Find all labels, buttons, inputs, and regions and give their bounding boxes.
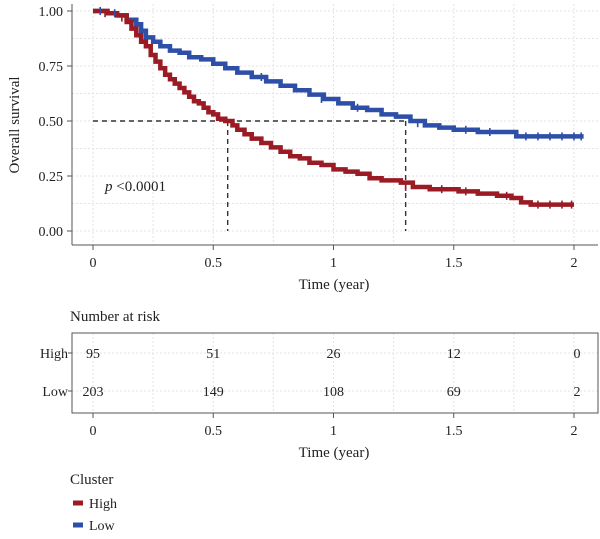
x-axis-title: Time (year) bbox=[299, 277, 370, 293]
risk-row-label-high: High bbox=[40, 347, 68, 362]
risk-x-tick-label: 0 bbox=[90, 424, 97, 439]
y-ticks: 0.00 0.25 0.50 0.75 1.00 bbox=[39, 5, 72, 240]
risk-value-high: 51 bbox=[206, 347, 220, 362]
y-tick-label: 0.00 bbox=[39, 225, 64, 240]
risk-x-tick-label: 1 bbox=[330, 424, 337, 439]
risk-value-low: 108 bbox=[323, 385, 344, 400]
risk-x-axis-title: Time (year) bbox=[299, 445, 370, 461]
risk-value-high: 12 bbox=[447, 347, 461, 362]
median-lines bbox=[93, 120, 407, 231]
risk-value-low: 149 bbox=[203, 385, 224, 400]
grid-lines bbox=[72, 4, 598, 245]
risk-value-low: 69 bbox=[447, 385, 461, 400]
risk-x-tick-label: 2 bbox=[571, 424, 578, 439]
survival-curve-high bbox=[93, 8, 574, 207]
risk-value-high: 0 bbox=[574, 347, 581, 362]
y-axis-title: Overall survival bbox=[7, 76, 23, 173]
survival-curve-low bbox=[93, 8, 584, 139]
legend-label-high: High bbox=[89, 497, 117, 512]
risk-table-grid bbox=[72, 333, 598, 413]
x-tick-label: 1 bbox=[330, 256, 337, 271]
x-tick-label: 0 bbox=[90, 256, 97, 271]
y-tick-label: 1.00 bbox=[39, 5, 64, 20]
risk-row-labels: High Low bbox=[40, 347, 72, 400]
legend-items: High Low bbox=[73, 497, 117, 534]
y-tick-label: 0.25 bbox=[39, 170, 64, 185]
risk-values: 95 51 26 12 0 203 149 108 69 2 bbox=[83, 347, 581, 400]
risk-table-title: Number at risk bbox=[70, 309, 160, 325]
legend-title: Cluster bbox=[70, 472, 113, 488]
y-tick-label: 0.75 bbox=[39, 60, 64, 75]
risk-value-low: 2 bbox=[574, 385, 581, 400]
risk-x-tick-label: 1.5 bbox=[445, 424, 463, 439]
x-ticks: 0 0.5 1 1.5 2 bbox=[90, 245, 578, 271]
y-tick-label: 0.50 bbox=[39, 115, 64, 130]
x-tick-label: 0.5 bbox=[205, 256, 223, 271]
x-tick-label: 2 bbox=[571, 256, 578, 271]
risk-value-low: 203 bbox=[83, 385, 104, 400]
censor-marks bbox=[99, 7, 583, 209]
legend: Cluster High Low bbox=[70, 472, 117, 534]
survival-plot: 0.00 0.25 0.50 0.75 1.00 0 0.5 1 1.5 2 p <0.0001… bbox=[7, 4, 598, 293]
risk-value-high: 95 bbox=[86, 347, 100, 362]
risk-value-high: 26 bbox=[327, 347, 341, 362]
risk-row-label-low: Low bbox=[42, 385, 69, 400]
p-value-annotation: p <0.0001 bbox=[104, 179, 166, 195]
risk-x-ticks: 0 0.5 1 1.5 2 bbox=[90, 413, 578, 439]
risk-table-frame bbox=[71, 332, 599, 414]
survival-curves bbox=[93, 8, 584, 207]
x-tick-label: 1.5 bbox=[445, 256, 463, 271]
risk-x-tick-label: 0.5 bbox=[205, 424, 223, 439]
legend-label-low: Low bbox=[89, 519, 116, 534]
